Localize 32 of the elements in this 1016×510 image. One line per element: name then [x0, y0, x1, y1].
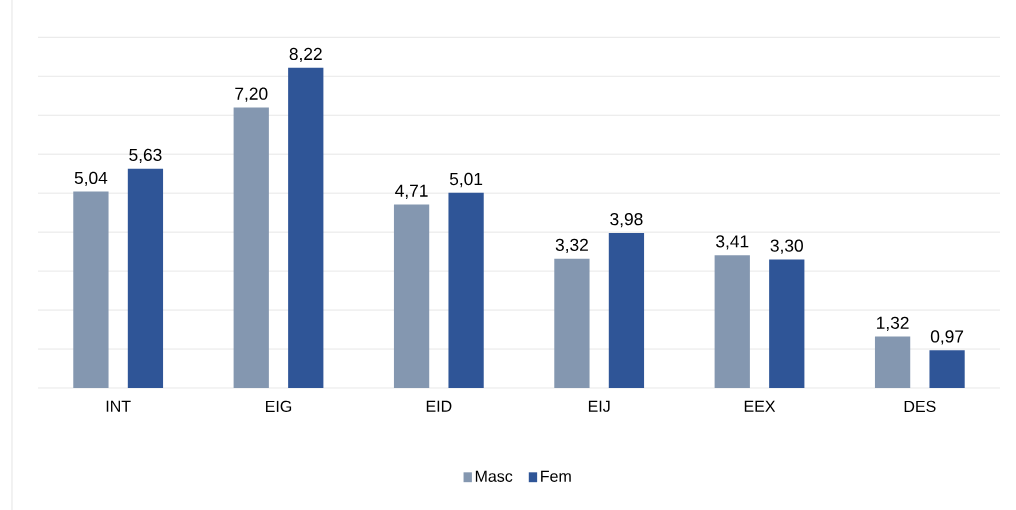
bar — [233, 107, 269, 388]
data-label: 5,63 — [129, 148, 162, 164]
x-tick-label: EIG — [266, 400, 292, 413]
data-label: 3,32 — [555, 238, 588, 254]
bar — [554, 258, 590, 388]
data-label: 3,30 — [770, 239, 803, 254]
bar — [874, 336, 911, 388]
bar — [608, 232, 645, 388]
x-tick-label: EIJ — [588, 400, 610, 412]
data-label: 8,22 — [289, 47, 322, 63]
data-label: 0,97 — [930, 330, 964, 345]
data-label: 1,32 — [877, 316, 909, 331]
x-tick-label: INT — [106, 400, 131, 412]
data-label: 3,41 — [716, 235, 749, 250]
data-label: 3,98 — [610, 213, 643, 228]
legend-label: Fem — [541, 470, 571, 482]
data-label: 7,20 — [235, 87, 268, 102]
x-tick-label: EID — [426, 400, 452, 412]
bar — [769, 259, 805, 388]
bar — [448, 192, 484, 388]
x-tick-label: EEX — [744, 400, 776, 412]
legend-label: Masc — [475, 470, 513, 482]
data-label: 5,01 — [449, 172, 483, 188]
bar — [127, 168, 164, 388]
bar — [714, 255, 750, 388]
x-tick-label: DES — [904, 400, 936, 413]
data-label: 4,71 — [395, 184, 428, 199]
bar — [288, 67, 324, 388]
bar — [929, 350, 965, 388]
data-label: 5,04 — [74, 171, 108, 187]
bar — [393, 204, 430, 388]
bar — [73, 191, 109, 388]
